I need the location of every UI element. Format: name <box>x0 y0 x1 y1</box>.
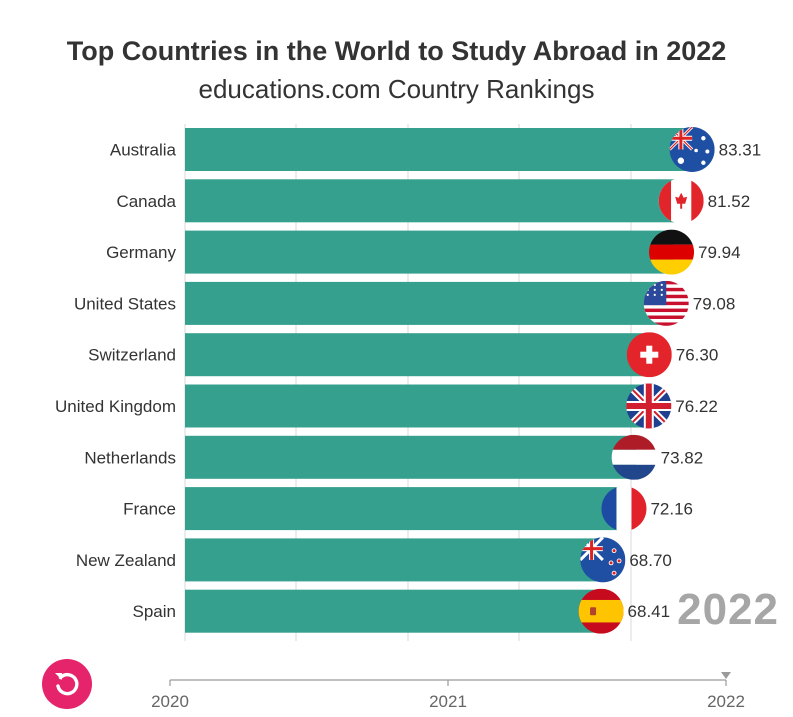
usa-flag-icon <box>643 280 689 326</box>
category-label: United States <box>74 294 176 313</box>
bar <box>185 128 695 171</box>
value-label: 79.08 <box>693 294 736 313</box>
value-label: 76.30 <box>676 346 719 365</box>
replay-button[interactable] <box>42 659 92 709</box>
france-flag-icon <box>601 486 647 532</box>
chart-subtitle: educations.com Country Rankings <box>198 74 595 104</box>
replay-icon <box>55 672 79 696</box>
bar <box>185 281 669 325</box>
bar <box>185 230 674 274</box>
value-label: 83.31 <box>719 141 762 160</box>
bar <box>185 179 684 223</box>
value-label: 76.22 <box>675 397 718 416</box>
bars: Australia 83.31 Canada 81.52 Germany 79.94 Uni… <box>55 127 761 634</box>
bar <box>185 333 652 377</box>
timeline-marker[interactable] <box>721 672 731 679</box>
value-label: 72.16 <box>650 500 693 519</box>
value-label: 79.94 <box>698 243 741 262</box>
category-label: United Kingdom <box>55 397 176 416</box>
value-label: 68.41 <box>628 602 671 621</box>
category-label: Germany <box>106 243 176 262</box>
value-label: 68.70 <box>629 551 672 570</box>
current-year-watermark: 2022 <box>677 585 779 634</box>
bar <box>185 435 637 479</box>
category-label: Switzerland <box>88 346 176 365</box>
australia-flag-icon <box>669 127 715 172</box>
value-label: 73.82 <box>661 448 704 467</box>
category-label: Spain <box>133 602 176 621</box>
timeline-tick-label[interactable]: 2020 <box>151 692 189 711</box>
spain-flag-icon <box>578 588 624 634</box>
bar <box>185 487 626 531</box>
timeline-tick-label[interactable]: 2021 <box>429 692 467 711</box>
category-label: Netherlands <box>84 448 176 467</box>
bar <box>185 589 604 633</box>
switzerland-flag-icon <box>626 332 672 378</box>
category-label: New Zealand <box>76 551 176 570</box>
bar <box>185 384 651 428</box>
timeline-tick-label[interactable]: 2022 <box>707 692 745 711</box>
value-label: 81.52 <box>708 192 751 211</box>
uk-flag-icon <box>626 383 672 429</box>
bar <box>185 538 605 582</box>
chart-title: Top Countries in the World to Study Abro… <box>66 36 727 66</box>
netherlands-flag-icon <box>611 434 657 480</box>
bar-chart: Australia 83.31 Canada 81.52 Germany 79.94 Uni… <box>55 124 761 641</box>
category-label: France <box>123 500 176 519</box>
category-label: Canada <box>116 192 176 211</box>
category-label: Australia <box>110 141 177 160</box>
canada-flag-icon <box>658 178 704 224</box>
germany-flag-icon <box>649 229 695 275</box>
